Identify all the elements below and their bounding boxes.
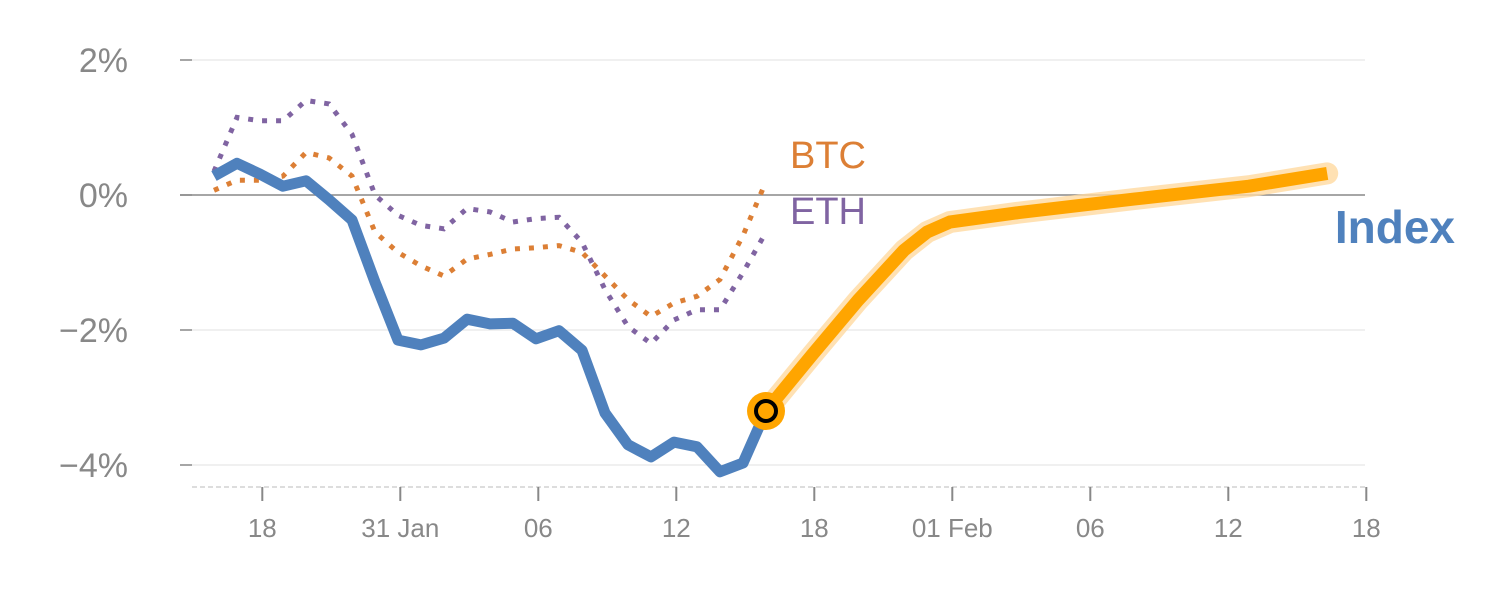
series-index <box>211 157 772 478</box>
y-tick-label: 0% <box>79 177 128 215</box>
y-tick-label: −4% <box>59 447 128 485</box>
series-label-index: Index <box>1335 201 1456 253</box>
x-tick-label: 31 Jan <box>361 513 439 543</box>
x-axis: 18 31 Jan 06 12 18 01 Feb 06 12 18 <box>248 487 1381 543</box>
x-tick-label: 18 <box>248 513 277 543</box>
x-tick-label: 12 <box>662 513 691 543</box>
x-tick-label: 01 Feb <box>912 513 993 543</box>
series-label-eth: ETH <box>790 191 866 233</box>
y-axis: 2% 0% −2% −4% <box>59 42 192 485</box>
x-tick-label: 18 <box>1352 513 1381 543</box>
x-tick-label: 12 <box>1214 513 1243 543</box>
series-lines <box>211 97 1339 478</box>
x-tick-label: 06 <box>524 513 553 543</box>
x-tick-label: 18 <box>800 513 829 543</box>
y-tick-label: 2% <box>79 42 128 80</box>
y-tick-label: −2% <box>59 312 128 350</box>
series-btc <box>212 149 769 320</box>
series-index-projection <box>760 166 1329 416</box>
series-label-btc: BTC <box>790 135 866 177</box>
current-point-marker-inner <box>754 399 778 423</box>
x-tick-label: 06 <box>1076 513 1105 543</box>
series-eth <box>211 97 769 347</box>
